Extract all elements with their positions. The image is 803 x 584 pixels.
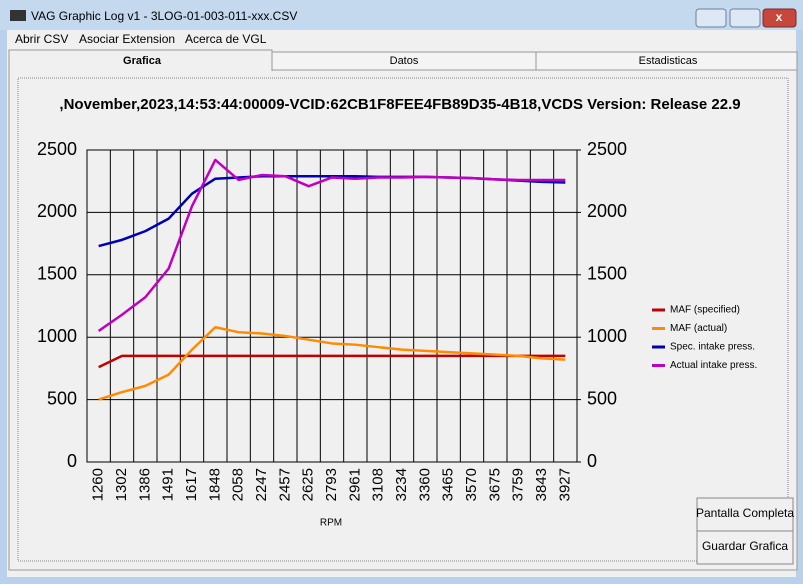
series-line — [98, 354, 566, 369]
x-tick-label: 2058 — [230, 468, 247, 501]
x-tick-label: 3360 — [416, 468, 433, 501]
x-tick-label: 3234 — [393, 468, 410, 501]
y-tick-label: 1000 — [37, 326, 77, 346]
app-icon — [10, 10, 26, 21]
tab-panel — [8, 69, 798, 571]
menu-item[interactable]: Abrir CSV — [15, 32, 68, 46]
y-tick-label: 2500 — [37, 139, 77, 159]
legend-label: MAF (specified) — [670, 305, 740, 316]
x-tick-label: 1302 — [113, 468, 130, 501]
y-tick-label: 2000 — [37, 201, 77, 221]
x-tick-label: 2457 — [276, 468, 293, 501]
menu-item[interactable]: Asociar Extension — [79, 32, 175, 46]
x-tick-label: 3675 — [486, 468, 503, 501]
y2-tick-label: 1000 — [587, 326, 627, 346]
legend-label: Spec. intake press. — [670, 342, 755, 353]
tab[interactable] — [535, 51, 798, 71]
legend-label: MAF (actual) — [670, 323, 727, 334]
button-label[interactable]: Guardar Grafica — [702, 539, 788, 553]
tab-label[interactable]: Datos — [390, 55, 419, 67]
y2-tick-label: 2000 — [587, 201, 627, 221]
save-chart-button[interactable] — [696, 530, 794, 565]
tab-label[interactable]: Estadisticas — [639, 55, 698, 67]
chart-frame — [17, 77, 789, 562]
y-tick-label: 1500 — [37, 264, 77, 284]
x-tick-label: 2247 — [253, 468, 270, 501]
x-tick-label: 1491 — [160, 468, 177, 501]
y-tick-label: 0 — [67, 451, 77, 471]
x-tick-label: 3843 — [533, 468, 550, 501]
x-tick-label: 1617 — [183, 468, 200, 501]
x-axis-label: RPM — [320, 518, 342, 529]
x-tick-label: 3759 — [510, 468, 527, 501]
y2-tick-label: 0 — [587, 451, 597, 471]
x-tick-label: 3465 — [440, 468, 457, 501]
x-tick-label: 1848 — [206, 468, 223, 501]
series-line — [97, 158, 566, 332]
y2-tick-label: 2500 — [587, 139, 627, 159]
tab-selected[interactable] — [8, 49, 273, 71]
x-tick-label: 3570 — [463, 468, 480, 501]
x-tick-label: 2793 — [323, 468, 340, 501]
title-bar — [0, 0, 803, 30]
close-button[interactable] — [762, 8, 797, 28]
maximize-button[interactable] — [729, 8, 761, 28]
button-label[interactable]: Pantalla Completa — [696, 506, 794, 520]
close-glyph: x — [776, 10, 783, 24]
x-tick-label: 2961 — [346, 468, 363, 501]
x-tick-label: 2625 — [300, 468, 317, 501]
y2-tick-label: 1500 — [587, 264, 627, 284]
minimize-button[interactable] — [695, 8, 727, 28]
legend-label: Actual intake press. — [670, 360, 757, 371]
x-tick-label: 1386 — [136, 468, 153, 501]
x-tick-label: 1260 — [90, 468, 107, 501]
tab-label[interactable]: Grafica — [123, 55, 162, 67]
y-tick-label: 500 — [47, 388, 77, 408]
window-title: VAG Graphic Log v1 - 3LOG-01-003-011-xxx… — [31, 9, 297, 23]
x-tick-label: 3108 — [370, 468, 387, 501]
y2-tick-label: 500 — [587, 388, 617, 408]
menu-item[interactable]: Acerca de VGL — [185, 32, 267, 46]
chart-title: ,November,2023,14:53:44:00009-VCID:62CB1… — [59, 96, 740, 113]
x-tick-label: 3927 — [556, 468, 573, 501]
series-line — [98, 325, 566, 401]
